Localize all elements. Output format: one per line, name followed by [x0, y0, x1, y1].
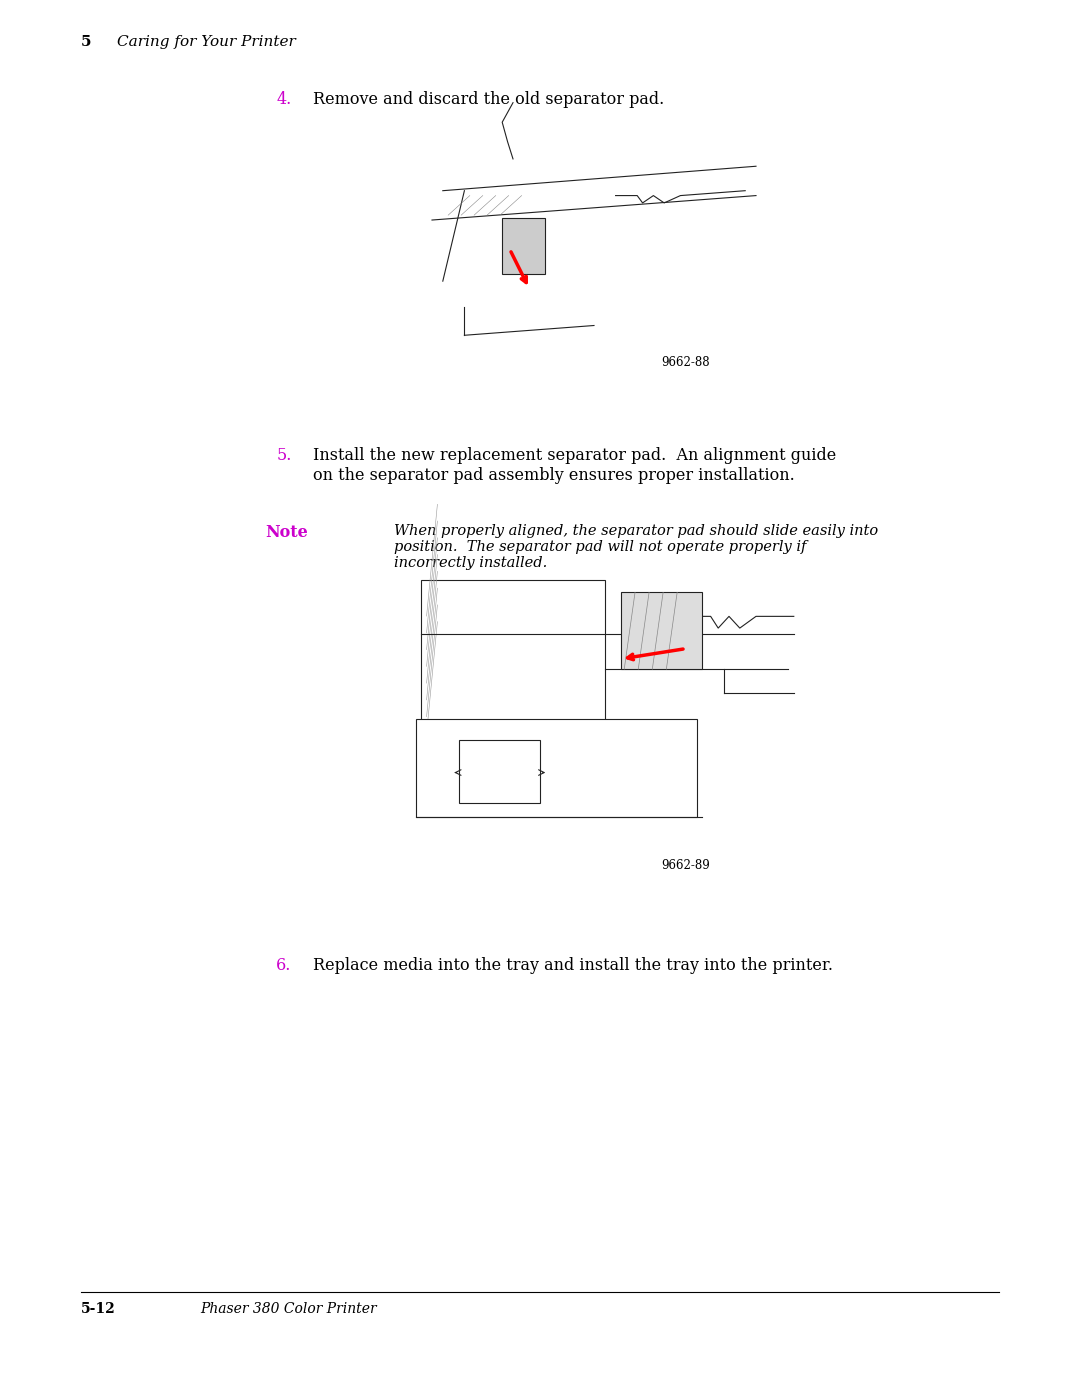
Text: Note: Note	[265, 524, 308, 541]
Text: 6.: 6.	[276, 957, 292, 974]
Text: Replace media into the tray and install the tray into the printer.: Replace media into the tray and install …	[313, 957, 833, 974]
FancyBboxPatch shape	[459, 740, 540, 803]
FancyBboxPatch shape	[416, 719, 697, 817]
Text: Phaser 380 Color Printer: Phaser 380 Color Printer	[200, 1302, 377, 1316]
FancyBboxPatch shape	[421, 98, 767, 342]
Text: 5: 5	[81, 35, 92, 49]
Text: 5.: 5.	[276, 447, 292, 464]
FancyBboxPatch shape	[410, 552, 799, 845]
Text: Remove and discard the old separator pad.: Remove and discard the old separator pad…	[313, 91, 664, 108]
Text: Caring for Your Printer: Caring for Your Printer	[117, 35, 296, 49]
Text: 4.: 4.	[276, 91, 292, 108]
Text: When properly aligned, the separator pad should slide easily into
position.  The: When properly aligned, the separator pad…	[394, 524, 878, 570]
Text: 5-12: 5-12	[81, 1302, 116, 1316]
FancyBboxPatch shape	[421, 580, 605, 747]
FancyBboxPatch shape	[502, 218, 545, 274]
FancyBboxPatch shape	[621, 592, 702, 669]
Text: 9662-89: 9662-89	[661, 859, 711, 872]
Text: 9662-88: 9662-88	[661, 356, 711, 369]
Text: Install the new replacement separator pad.  An alignment guide
on the separator : Install the new replacement separator pa…	[313, 447, 836, 483]
